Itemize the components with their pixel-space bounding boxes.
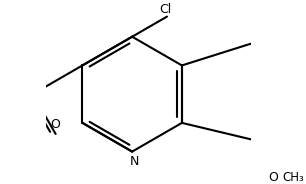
- Text: O: O: [268, 171, 278, 184]
- Text: Cl: Cl: [159, 3, 171, 16]
- Text: N: N: [129, 155, 139, 168]
- Text: O: O: [51, 118, 61, 132]
- Text: CH₃: CH₃: [283, 171, 304, 184]
